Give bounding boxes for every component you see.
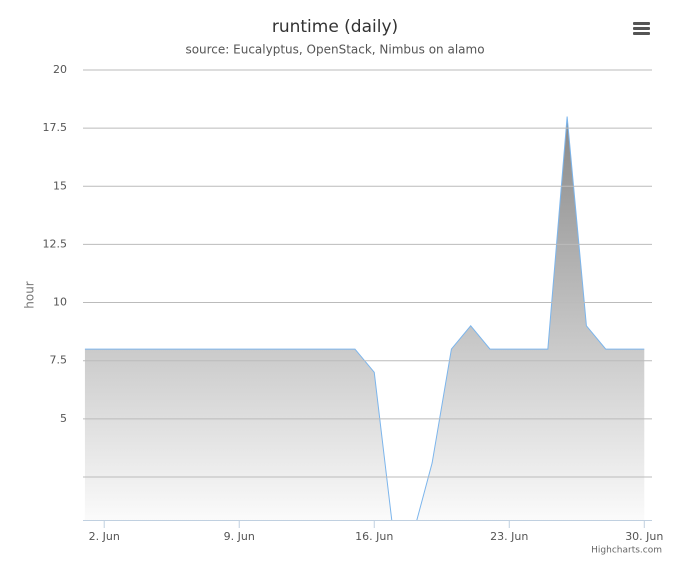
x-tick-label: 9. Jun	[224, 530, 255, 543]
x-tick-label: 16. Jun	[355, 530, 393, 543]
x-tick-label: 23. Jun	[490, 530, 528, 543]
y-tick-label: 12.5	[43, 237, 68, 250]
area-fill	[84, 116, 645, 520]
y-tick-label: 17.5	[43, 121, 68, 134]
chart-title: runtime (daily)	[272, 17, 398, 37]
y-tick-label: 20	[53, 63, 67, 76]
y-axis-label: hour	[23, 281, 37, 309]
y-tick-label: 10	[53, 296, 67, 309]
menu-button[interactable]	[633, 22, 650, 35]
y-tick-label: 5	[60, 412, 67, 425]
y-tick-label: 7.5	[50, 354, 68, 367]
y-tick-label: 15	[53, 179, 67, 192]
chart-subtitle: source: Eucalyptus, OpenStack, Nimbus on…	[185, 43, 484, 57]
credits: Highcharts.com	[591, 546, 662, 556]
x-tick-label: 30. Jun	[625, 530, 663, 543]
x-tick-label: 2. Jun	[89, 530, 120, 543]
